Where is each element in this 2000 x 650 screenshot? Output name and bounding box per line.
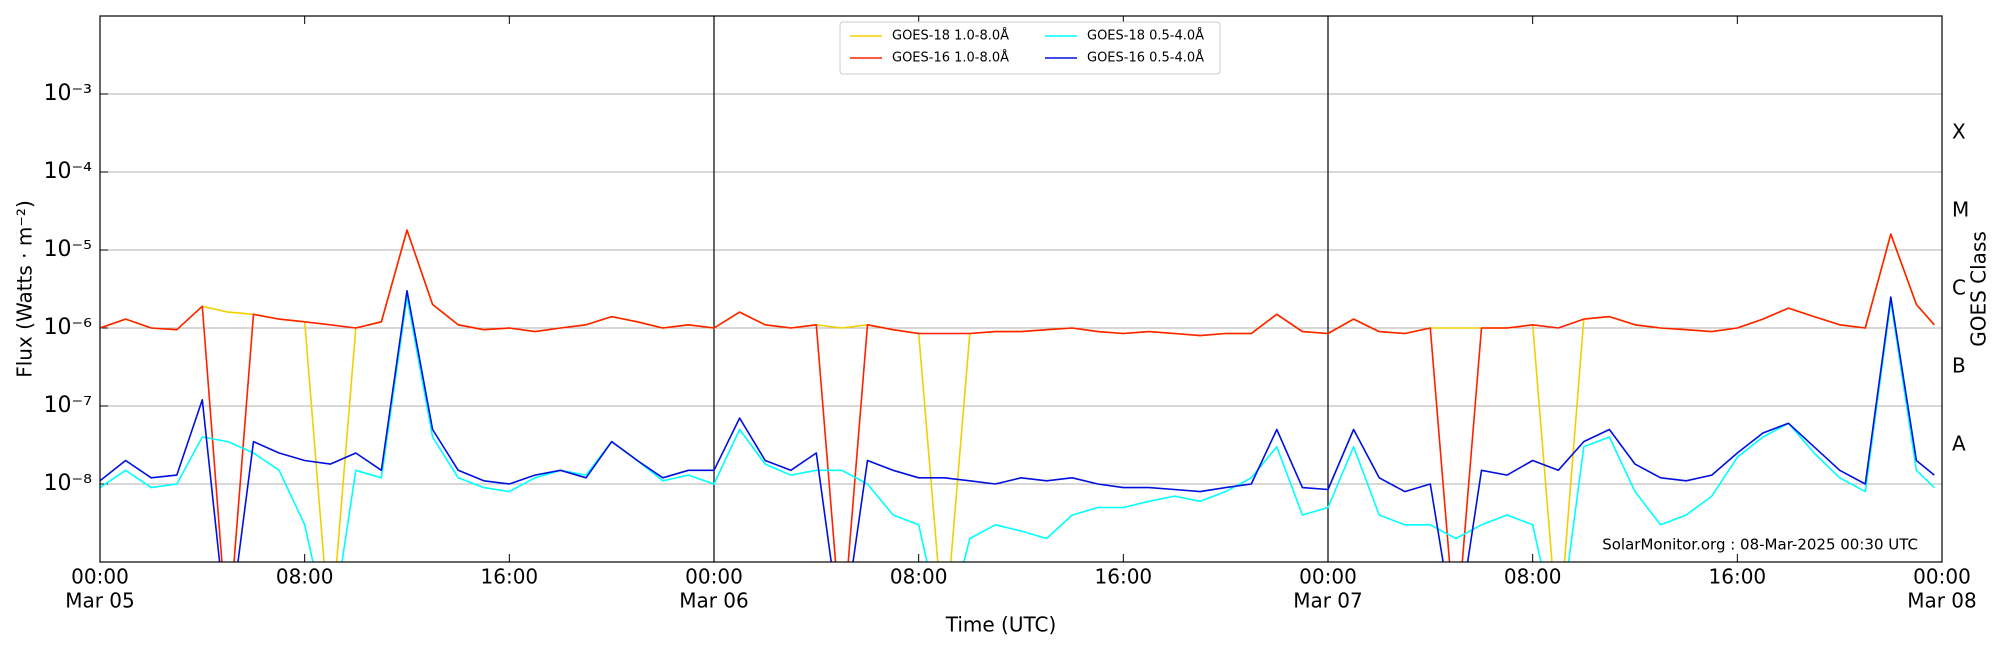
y-tick-label: 10⁻⁴ [44,159,93,184]
labels: 10⁻⁸ 10⁻⁷ 10⁻⁶ 10⁻⁵ 10⁻⁴ 10⁻³ A B C M X 00:00 08:00 1… [44,81,1977,613]
y2-axis-label: GOES Class [1967,231,1991,347]
legend-label: GOES-18 0.5-4.0Å [1087,28,1204,44]
x-tick-label: 16:00 [1709,565,1767,589]
x-tick-label: 00:00 [1299,565,1357,589]
x-tick-label: 00:00 [71,565,129,589]
y2-tick-label: A [1952,432,1966,456]
series-line [100,229,1935,562]
legend-label: GOES-16 1.0-8.0Å [892,50,1009,66]
x-tick-label: 08:00 [276,565,334,589]
date-label: Mar 05 [65,589,135,613]
y-tick-label: 10⁻⁵ [44,237,92,262]
date-label: Mar 06 [679,589,749,613]
grid [99,16,1943,562]
x-tick-label: 00:00 [1913,565,1971,589]
legend-box [839,21,1221,75]
date-label: Mar 08 [1907,589,1977,613]
y-tick-label: 10⁻⁷ [44,393,92,418]
legend: GOES-18 1.0-8.0Å GOES-16 1.0-8.0Å GOES-18 … [839,21,1221,75]
y2-tick-label: B [1952,354,1966,378]
plot-frame [99,15,1943,563]
series-line [100,296,1935,562]
x-tick-label: 00:00 [685,565,743,589]
x-tick-label: 16:00 [1095,565,1153,589]
x-tick-label: 08:00 [890,565,948,589]
legend-label: GOES-18 1.0-8.0Å [892,28,1009,44]
y-tick-label: 10⁻⁶ [44,315,93,340]
y2-tick-label: C [1952,276,1966,300]
y-tick-label: 10⁻³ [44,81,92,106]
y-axis-label: Flux (Watts · m⁻²) [13,200,37,378]
series-line [100,289,1935,562]
y-tick-label: 10⁻⁸ [44,471,93,496]
y2-tick-label: X [1952,120,1966,144]
x-tick-label: 16:00 [481,565,539,589]
annotation: SolarMonitor.org : 08-Mar-2025 00:30 UTC [1602,536,1918,554]
y2-tick-label: M [1952,198,1969,222]
plot-area [100,229,1935,562]
x-tick-label: 08:00 [1504,565,1562,589]
legend-label: GOES-16 0.5-4.0Å [1087,50,1204,66]
date-label: Mar 07 [1293,589,1363,613]
x-axis-label: Time (UTC) [945,613,1057,637]
